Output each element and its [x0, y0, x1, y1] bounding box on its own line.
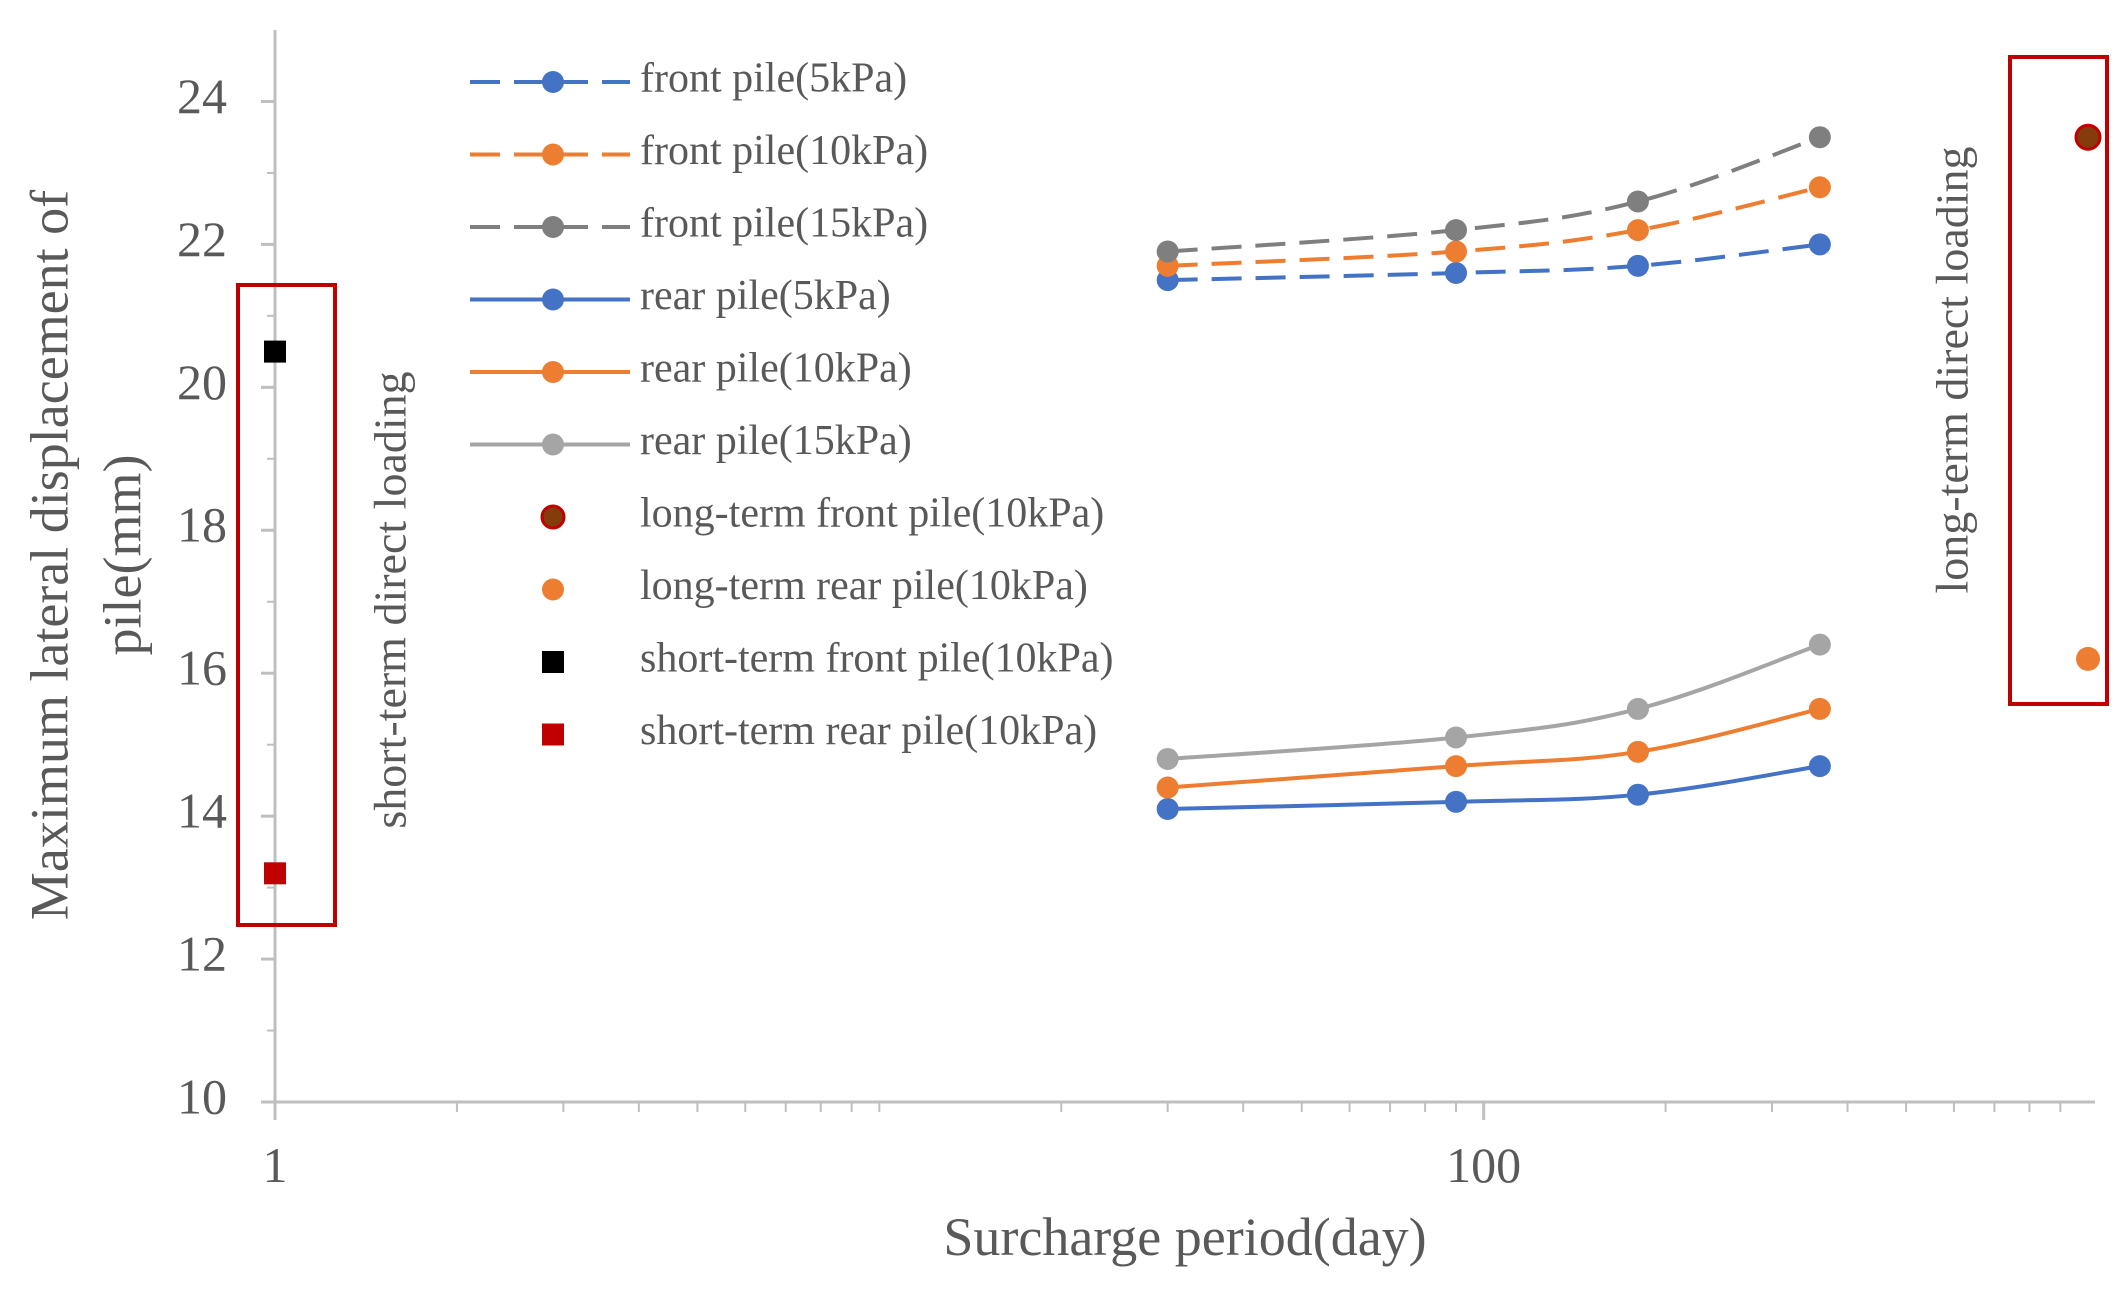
y-ticks: 10 12 14 16 18 20 22 24	[177, 68, 275, 1124]
data-point	[1808, 126, 1831, 149]
series-5	[1156, 633, 1831, 770]
series-7	[2076, 646, 2100, 671]
legend-entry: front pile(15kPa)	[470, 201, 928, 247]
x-axis-title: Surcharge period(day)	[943, 1207, 1426, 1267]
data-point	[1445, 240, 1468, 263]
data-point	[1626, 254, 1649, 277]
data-point	[1626, 697, 1649, 720]
y-tick-label: 18	[177, 497, 227, 553]
legend-entry: short-term front pile(10kPa)	[542, 636, 1114, 682]
series-9	[264, 862, 286, 885]
series-2	[1156, 126, 1831, 263]
data-point	[1808, 633, 1831, 656]
data-point	[1626, 190, 1649, 213]
y-tick-label: 12	[177, 926, 227, 982]
legend-marker	[542, 433, 564, 456]
axes: 10 12 14 16 18 20 22 24 1 100	[177, 30, 2095, 1193]
legend-label: rear pile(15kPa)	[640, 418, 912, 464]
data-point	[1808, 697, 1831, 720]
annotation-boxes	[236, 55, 2109, 927]
series-line	[1167, 185, 1821, 268]
legend-label: short-term front pile(10kPa)	[640, 636, 1114, 682]
legend-marker	[542, 578, 564, 601]
legend-marker	[542, 288, 564, 311]
long-term-highlight-box	[2008, 55, 2109, 706]
data-point	[1445, 261, 1468, 284]
series-4	[1156, 697, 1831, 799]
x-tick-label: 100	[1446, 1137, 1521, 1193]
data-point	[1445, 219, 1468, 242]
data-point	[1156, 747, 1179, 770]
series-8	[264, 340, 286, 363]
legend-marker	[542, 651, 564, 673]
data-point	[1808, 233, 1831, 256]
data-point	[1445, 755, 1468, 778]
y-axis-title-line1: Maximum lateral displacement of	[19, 190, 79, 920]
data-point	[1445, 726, 1468, 749]
data-point	[1626, 783, 1649, 806]
y-axis-title-line2: pile(mm)	[92, 455, 152, 656]
data-point	[264, 862, 286, 885]
legend-marker	[542, 216, 564, 238]
legend-entry: front pile(10kPa)	[470, 128, 928, 174]
legend-label: long-term front pile(10kPa)	[640, 491, 1104, 537]
legend-entry: rear pile(10kPa)	[470, 346, 912, 392]
series-line	[1167, 706, 1821, 790]
data-point	[1626, 740, 1649, 763]
legend-marker	[540, 504, 566, 530]
legend-entry: long-term front pile(10kPa)	[540, 491, 1104, 537]
short-term-highlight-box	[236, 283, 337, 927]
y-tick-label: 16	[177, 640, 227, 696]
series-3	[1156, 755, 1831, 820]
series-line	[1167, 242, 1821, 283]
legend-label: front pile(15kPa)	[640, 201, 928, 247]
y-tick-label: 10	[177, 1068, 227, 1124]
legend-label: long-term rear pile(10kPa)	[640, 563, 1088, 609]
data-point	[1156, 797, 1179, 820]
legend-entry: rear pile(15kPa)	[470, 418, 912, 464]
legend-label: short-term rear pile(10kPa)	[640, 708, 1097, 754]
data-point	[2076, 646, 2100, 671]
series-line	[1167, 764, 1821, 811]
minor-ticks	[267, 171, 2062, 1112]
legend-entry: short-term rear pile(10kPa)	[542, 708, 1097, 754]
legend-marker	[542, 723, 564, 746]
legend-marker	[542, 361, 564, 383]
legend-label: front pile(10kPa)	[640, 128, 928, 174]
series-layer	[264, 123, 2102, 885]
y-tick-label: 24	[177, 68, 227, 124]
series-line	[1167, 642, 1821, 761]
data-point	[1156, 240, 1179, 263]
legend-entry: long-term rear pile(10kPa)	[542, 563, 1088, 609]
legend-entry: front pile(5kPa)	[470, 56, 907, 102]
long-term-annotation: long-term direct loading	[1927, 146, 1978, 593]
legend-label: rear pile(5kPa)	[640, 273, 891, 319]
data-point	[1156, 776, 1179, 799]
data-point	[2074, 123, 2102, 151]
y-tick-label: 14	[177, 783, 227, 839]
legend-label: front pile(5kPa)	[640, 56, 907, 102]
data-point	[1626, 219, 1649, 242]
legend-label: rear pile(10kPa)	[640, 346, 912, 392]
y-tick-label: 20	[177, 354, 227, 410]
data-point	[1808, 176, 1831, 199]
legend-marker	[542, 143, 564, 166]
legend-entry: rear pile(5kPa)	[470, 273, 891, 319]
x-ticks: 1 100	[263, 1102, 1521, 1193]
data-point	[1808, 755, 1831, 778]
series-line	[1167, 135, 1821, 254]
series-6	[2074, 123, 2102, 151]
legend-marker	[542, 71, 564, 93]
data-point	[1445, 790, 1468, 813]
x-tick-label: 1	[263, 1137, 288, 1193]
legend: front pile(5kPa) front pile(10kPa) front p…	[470, 56, 1114, 754]
y-tick-label: 22	[177, 211, 227, 267]
short-term-annotation: short-term direct loading	[365, 371, 416, 828]
data-point	[264, 340, 286, 363]
